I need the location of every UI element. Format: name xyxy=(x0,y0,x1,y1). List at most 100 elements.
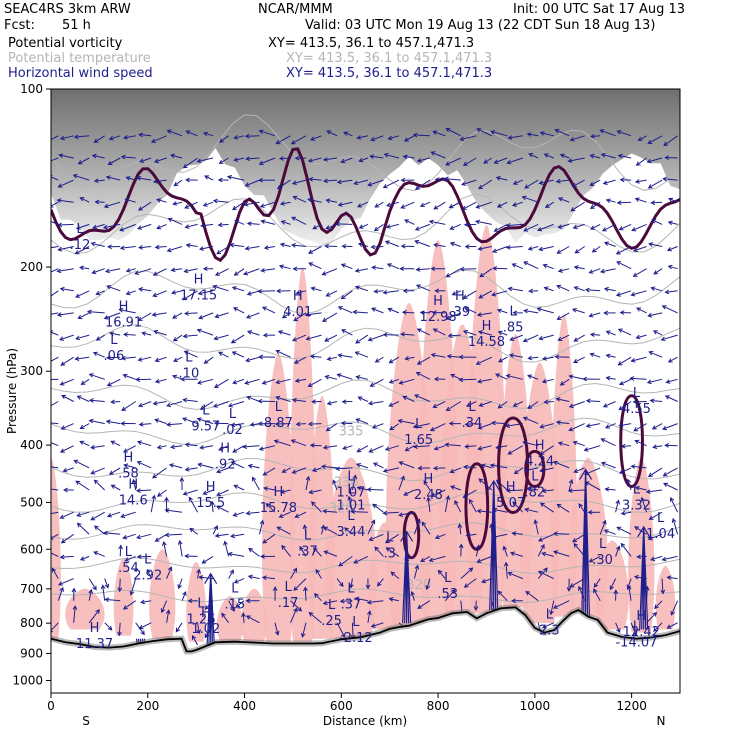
extremum-value-24: .85 xyxy=(503,320,524,335)
wind-vector-706 xyxy=(188,496,199,513)
wind-vector-378 xyxy=(182,333,198,339)
wind-vector-864 xyxy=(100,584,106,601)
max-min-labels: H16.91L.06L.12H17.15L.10H4.01L9.57L.02L8… xyxy=(70,222,675,652)
wind-vector-27 xyxy=(459,135,477,142)
shading-layer xyxy=(51,89,680,642)
wind-vector-181 xyxy=(312,223,322,230)
wind-vector-253 xyxy=(152,268,167,276)
wind-vector-34 xyxy=(569,135,585,142)
extremum-marker-30: L xyxy=(633,483,641,498)
wind-vector-849 xyxy=(503,561,509,579)
y-tick-label-8: 900 xyxy=(20,646,43,660)
extremum-marker-38: L xyxy=(284,580,292,595)
x-tick-label-3: 600 xyxy=(330,699,353,713)
wind-vector-884 xyxy=(410,590,415,601)
wind-vector-687 xyxy=(525,486,539,492)
wind-vector-877 xyxy=(303,586,308,601)
wind-vector-1 xyxy=(59,135,74,141)
wind-vector-917 xyxy=(290,607,298,623)
wind-vector-160 xyxy=(616,200,632,206)
wind-vector-653 xyxy=(630,464,647,469)
wind-vector-591 xyxy=(309,443,322,448)
wind-vector-429 xyxy=(337,353,353,358)
wind-vector-136 xyxy=(243,201,260,207)
wind-vector-774 xyxy=(603,529,616,535)
wind-vector-608 xyxy=(572,440,585,447)
wind-vector-793 xyxy=(260,554,276,559)
wind-vector-475 xyxy=(415,372,431,380)
wind-vector-199 xyxy=(590,223,601,230)
wind-vector-628 xyxy=(247,463,260,469)
wind-vector-785 xyxy=(136,554,152,560)
wind-vector-652 xyxy=(618,467,632,474)
wind-vector-679 xyxy=(403,489,415,496)
wind-vector-178 xyxy=(260,219,276,225)
wind-vector-271 xyxy=(430,266,446,272)
shading-plume-15 xyxy=(466,225,507,614)
wind-vector-639 xyxy=(417,465,430,471)
wind-vector-590 xyxy=(290,439,307,447)
wind-vector-765 xyxy=(465,532,477,538)
wind-vector-229 xyxy=(414,239,431,247)
wind-vector-318 xyxy=(528,288,539,294)
theta-label-1: 330 xyxy=(334,476,359,491)
wind-vector-672 xyxy=(305,475,311,491)
wind-vector-350 xyxy=(387,307,400,314)
wind-vector-334 xyxy=(137,312,152,322)
wind-vector-611 xyxy=(620,443,632,449)
wind-vector-509 xyxy=(311,399,322,405)
wind-vector-724 xyxy=(469,498,477,513)
wind-vector-520 xyxy=(478,401,492,407)
wind-vector-373 xyxy=(109,331,121,336)
wind-vector-614 xyxy=(664,443,678,448)
wind-vector-482 xyxy=(527,374,539,380)
wind-vector-659 xyxy=(93,479,106,491)
wind-vector-550 xyxy=(307,421,322,427)
wind-vector-31 xyxy=(526,132,539,137)
extremum-marker-39: L xyxy=(328,598,336,613)
wind-vector-819 xyxy=(661,555,678,562)
wind-vector-604 xyxy=(507,445,524,455)
wind-vector-776 xyxy=(634,526,647,535)
x-tick-label-6: 1200 xyxy=(616,699,647,713)
wind-vector-348 xyxy=(352,309,368,315)
wind-vector-238 xyxy=(556,246,570,254)
wind-vector-703 xyxy=(150,494,157,513)
wind-vector-801 xyxy=(385,547,400,557)
wind-vector-59 xyxy=(322,157,338,162)
wind-vector-519 xyxy=(465,401,477,407)
wind-vector-511 xyxy=(341,399,353,405)
wind-vector-426 xyxy=(293,356,307,364)
wind-vector-256 xyxy=(202,266,214,272)
extremum-value-39: .25 xyxy=(321,614,342,629)
extremum-value-7: .02 xyxy=(222,423,243,438)
wind-vector-63 xyxy=(383,152,400,159)
wind-vector-58 xyxy=(307,157,322,163)
wind-vector-232 xyxy=(464,244,477,249)
wind-vector-790 xyxy=(223,540,230,557)
wind-vector-735 xyxy=(640,496,648,513)
wind-vector-7 xyxy=(150,135,167,143)
extremum-marker-40: L xyxy=(197,597,205,612)
wind-vector-129 xyxy=(138,201,152,211)
wind-vector-279 xyxy=(557,268,570,273)
wind-vector-929 xyxy=(646,611,658,624)
extremum-marker-25: L xyxy=(468,400,476,415)
wind-vector-201 xyxy=(618,223,632,231)
wind-vector-621 xyxy=(136,461,152,469)
wind-vector-694 xyxy=(634,485,647,491)
wind-vector-80 xyxy=(646,157,663,164)
wind-vector-508 xyxy=(291,397,307,403)
wind-vector-98 xyxy=(291,179,307,185)
wind-vector-49 xyxy=(169,153,183,159)
wind-vector-99 xyxy=(308,176,322,182)
extremum-marker-18: L xyxy=(347,509,355,524)
wind-vector-651 xyxy=(600,461,616,469)
wind-vector-881 xyxy=(354,596,368,602)
wind-vector-892 xyxy=(525,590,539,602)
pv-cell-2 xyxy=(619,394,644,489)
wind-vector-505 xyxy=(246,395,260,402)
wind-vector-716 xyxy=(347,495,353,513)
wind-vector-239 xyxy=(574,246,585,254)
wind-vector-808 xyxy=(502,545,508,557)
